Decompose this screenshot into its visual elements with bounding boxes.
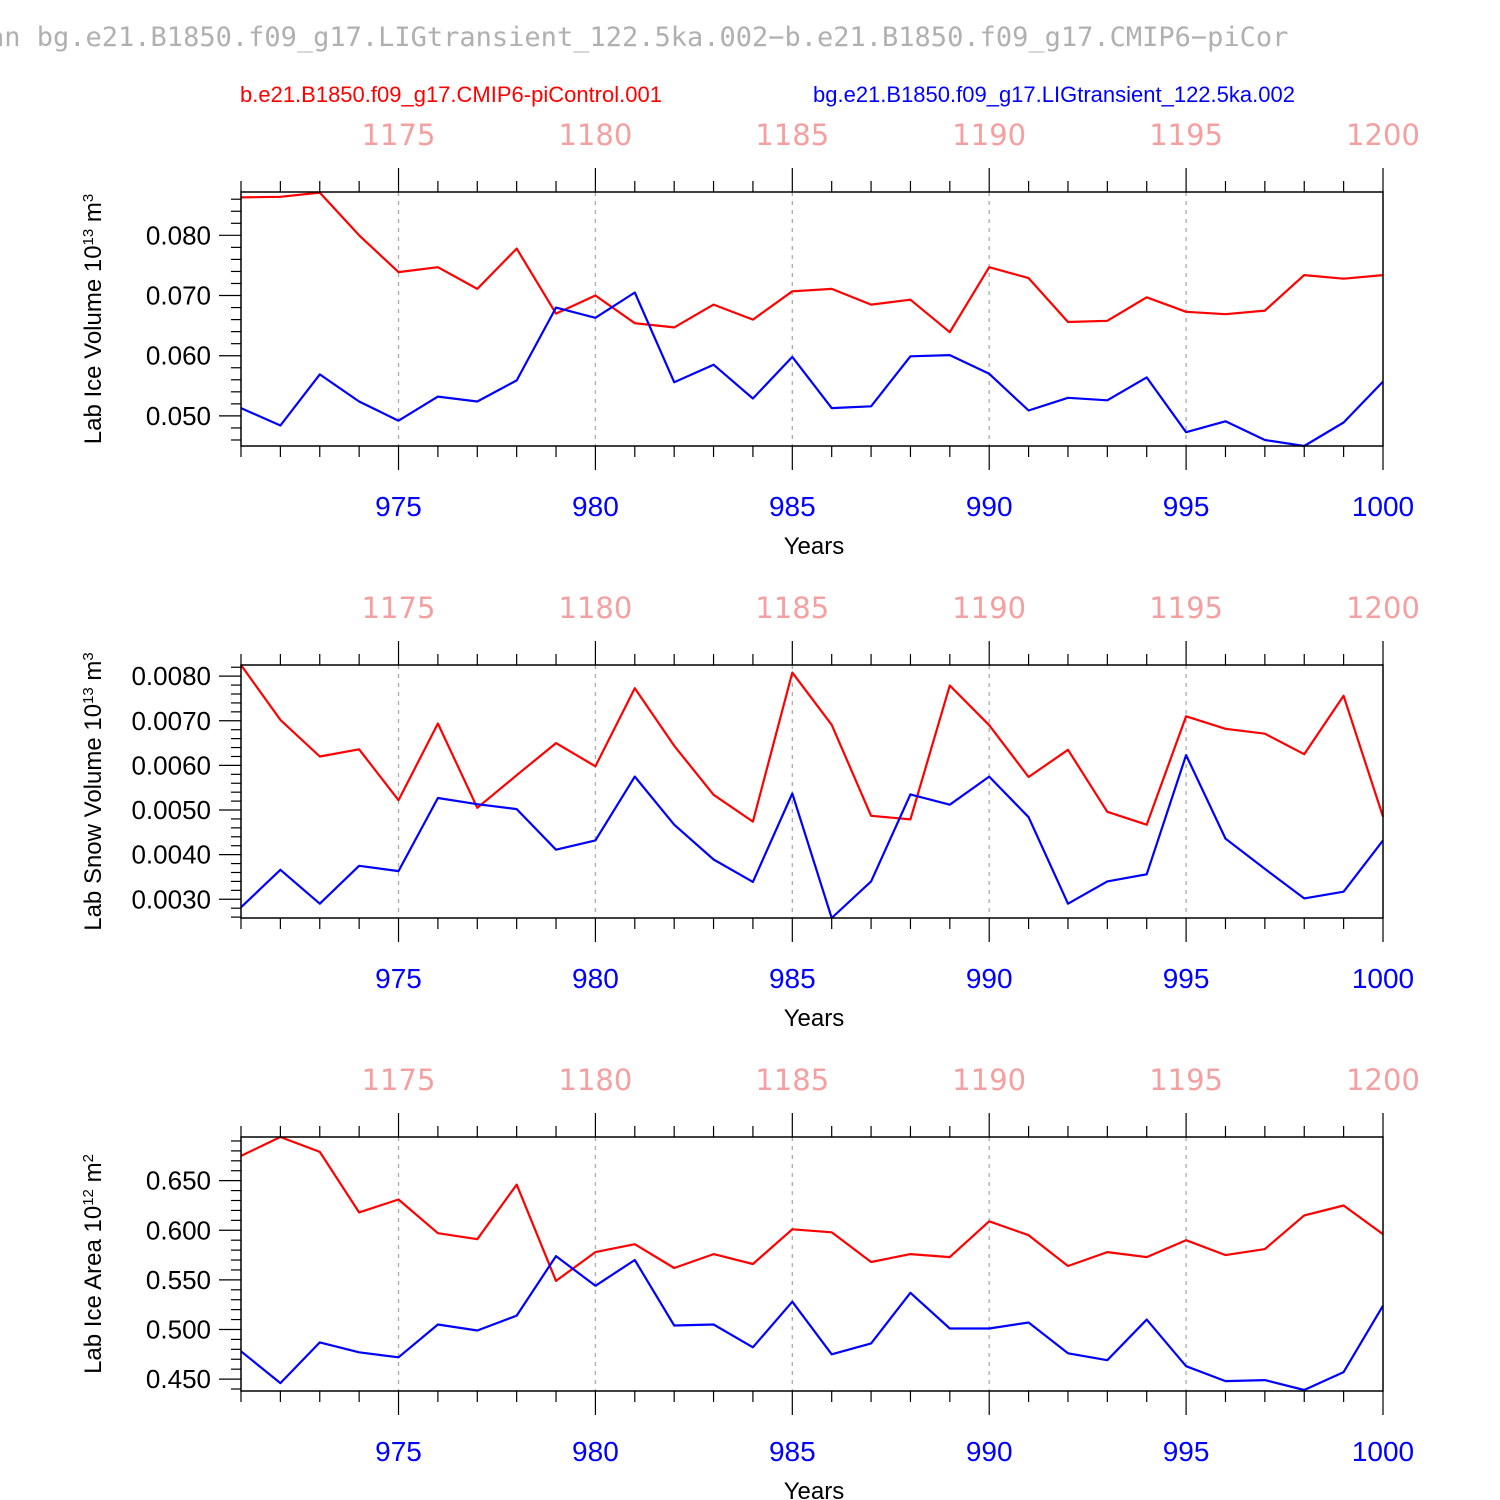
y-tick-label-0.060: 0.060 bbox=[146, 341, 211, 371]
y-tick-label-0.0050: 0.0050 bbox=[131, 795, 211, 825]
series-line-cmip6-picontrol-001 bbox=[240, 1135, 1384, 1283]
y-tick-label-0.080: 0.080 bbox=[146, 220, 211, 250]
x-tick-label-980: 980 bbox=[572, 491, 619, 522]
plot-frame bbox=[240, 664, 1384, 919]
y-tick-label-0.0060: 0.0060 bbox=[131, 750, 211, 780]
series-line-cmip6-picontrol-001 bbox=[240, 664, 1385, 826]
top-x-tick-label-1190: 1190 bbox=[952, 1063, 1026, 1097]
chart-panel-2: 975 980 985 990 995 1000 1175 1180 1185 1190 1195 1… bbox=[80, 591, 1420, 1032]
top-x-tick-label-1190: 1190 bbox=[952, 591, 1026, 625]
x-tick-label-995: 995 bbox=[1163, 1436, 1210, 1467]
series-line-5ka-002 bbox=[240, 1254, 1384, 1392]
y-tick-label-0.050: 0.050 bbox=[146, 401, 211, 431]
top-x-tick-label-1180: 1180 bbox=[559, 1063, 633, 1097]
x-tick-label-990: 990 bbox=[966, 963, 1013, 994]
top-x-tick-label-1200: 1200 bbox=[1346, 591, 1420, 625]
y-axis-title-text: Lab Ice Area 10 bbox=[80, 1206, 107, 1374]
top-x-tick-label-1185: 1185 bbox=[755, 1063, 829, 1097]
chart-panel-1: 975 980 985 990 995 1000 1175 1180 1185 1190 1195 1… bbox=[80, 118, 1420, 560]
x-axis-title: Years bbox=[784, 533, 845, 560]
top-x-tick-label-1195: 1195 bbox=[1149, 591, 1223, 625]
top-x-tick-label-1175: 1175 bbox=[362, 591, 436, 625]
x-tick-label-1000: 1000 bbox=[1352, 963, 1414, 994]
y-axis-title: Lab Snow Volume 1013 m3 bbox=[80, 652, 108, 931]
x-tick-label-975: 975 bbox=[375, 1436, 422, 1467]
series-line-5ka-002 bbox=[240, 291, 1384, 448]
y-axis-title-text: m bbox=[80, 1162, 107, 1189]
y-axis-title-exponent: 3 bbox=[80, 194, 97, 202]
x-tick-label-985: 985 bbox=[769, 1436, 816, 1467]
chart-panel-3: 975 980 985 990 995 1000 1175 1180 1185 1190 1195 1… bbox=[80, 1063, 1420, 1500]
top-x-tick-label-1175: 1175 bbox=[362, 1063, 436, 1097]
x-tick-label-985: 985 bbox=[769, 963, 816, 994]
y-tick-label-0.550: 0.550 bbox=[146, 1265, 211, 1295]
y-tick-label-0.500: 0.500 bbox=[146, 1314, 211, 1344]
x-tick-label-975: 975 bbox=[375, 963, 422, 994]
top-x-tick-label-1190: 1190 bbox=[952, 118, 1026, 152]
y-axis-title-exponent: 13 bbox=[80, 229, 97, 246]
x-tick-label-990: 990 bbox=[966, 1436, 1013, 1467]
y-tick-label-0.0040: 0.0040 bbox=[131, 840, 211, 870]
x-tick-label-980: 980 bbox=[572, 963, 619, 994]
top-x-tick-label-1200: 1200 bbox=[1346, 1063, 1420, 1097]
y-axis-title-exponent: 2 bbox=[80, 1154, 97, 1162]
y-axis-title-exponent: 12 bbox=[80, 1189, 97, 1206]
top-x-tick-label-1195: 1195 bbox=[1149, 1063, 1223, 1097]
y-axis-title: Lab Ice Area 1012 m2 bbox=[80, 1154, 108, 1374]
y-axis-title-text: m bbox=[80, 202, 107, 229]
y-tick-label-0.0070: 0.0070 bbox=[131, 706, 211, 736]
x-axis-title: Years bbox=[784, 1478, 845, 1500]
x-tick-label-995: 995 bbox=[1163, 963, 1210, 994]
y-axis-title-text: m bbox=[80, 661, 107, 688]
x-tick-label-995: 995 bbox=[1163, 491, 1210, 522]
y-axis-title-exponent: 13 bbox=[80, 687, 97, 704]
top-x-tick-label-1185: 1185 bbox=[755, 118, 829, 152]
x-tick-label-990: 990 bbox=[966, 491, 1013, 522]
x-tick-label-1000: 1000 bbox=[1352, 1436, 1414, 1467]
plot-frame bbox=[240, 1136, 1384, 1392]
x-axis-title: Years bbox=[784, 1005, 845, 1032]
top-x-tick-label-1195: 1195 bbox=[1149, 118, 1223, 152]
x-tick-label-1000: 1000 bbox=[1352, 491, 1414, 522]
top-x-tick-label-1180: 1180 bbox=[559, 591, 633, 625]
x-tick-label-980: 980 bbox=[572, 1436, 619, 1467]
y-tick-label-0.070: 0.070 bbox=[146, 281, 211, 311]
x-tick-label-985: 985 bbox=[769, 491, 816, 522]
y-tick-label-0.600: 0.600 bbox=[146, 1215, 211, 1245]
plot-frame bbox=[240, 191, 1384, 447]
figure-title: an bg.e21.B1850.f09_g17.LIGtransient_122… bbox=[0, 22, 1288, 53]
top-x-tick-label-1200: 1200 bbox=[1346, 118, 1420, 152]
x-tick-label-975: 975 bbox=[375, 491, 422, 522]
top-x-tick-label-1185: 1185 bbox=[755, 591, 829, 625]
series-line-5ka-002 bbox=[240, 753, 1384, 920]
legend-entry-picontrol: b.e21.B1850.f09_g17.CMIP6-piControl.001 bbox=[240, 82, 662, 107]
y-axis-title-text: Lab Ice Volume 10 bbox=[80, 245, 107, 444]
y-axis-title: Lab Ice Volume 1013 m3 bbox=[80, 194, 108, 445]
series-line-cmip6-picontrol-001 bbox=[240, 191, 1384, 334]
top-x-tick-label-1175: 1175 bbox=[362, 118, 436, 152]
y-tick-label-0.0030: 0.0030 bbox=[131, 884, 211, 914]
y-axis-title-text: Lab Snow Volume 10 bbox=[80, 704, 107, 931]
y-tick-label-0.0080: 0.0080 bbox=[131, 661, 211, 691]
y-tick-label-0.450: 0.450 bbox=[146, 1364, 211, 1394]
top-x-tick-label-1180: 1180 bbox=[559, 118, 633, 152]
y-tick-label-0.650: 0.650 bbox=[146, 1166, 211, 1196]
y-axis-title-exponent: 3 bbox=[80, 652, 97, 660]
legend-entry-ligtransient: bg.e21.B1850.f09_g17.LIGtransient_122.5k… bbox=[813, 82, 1295, 107]
